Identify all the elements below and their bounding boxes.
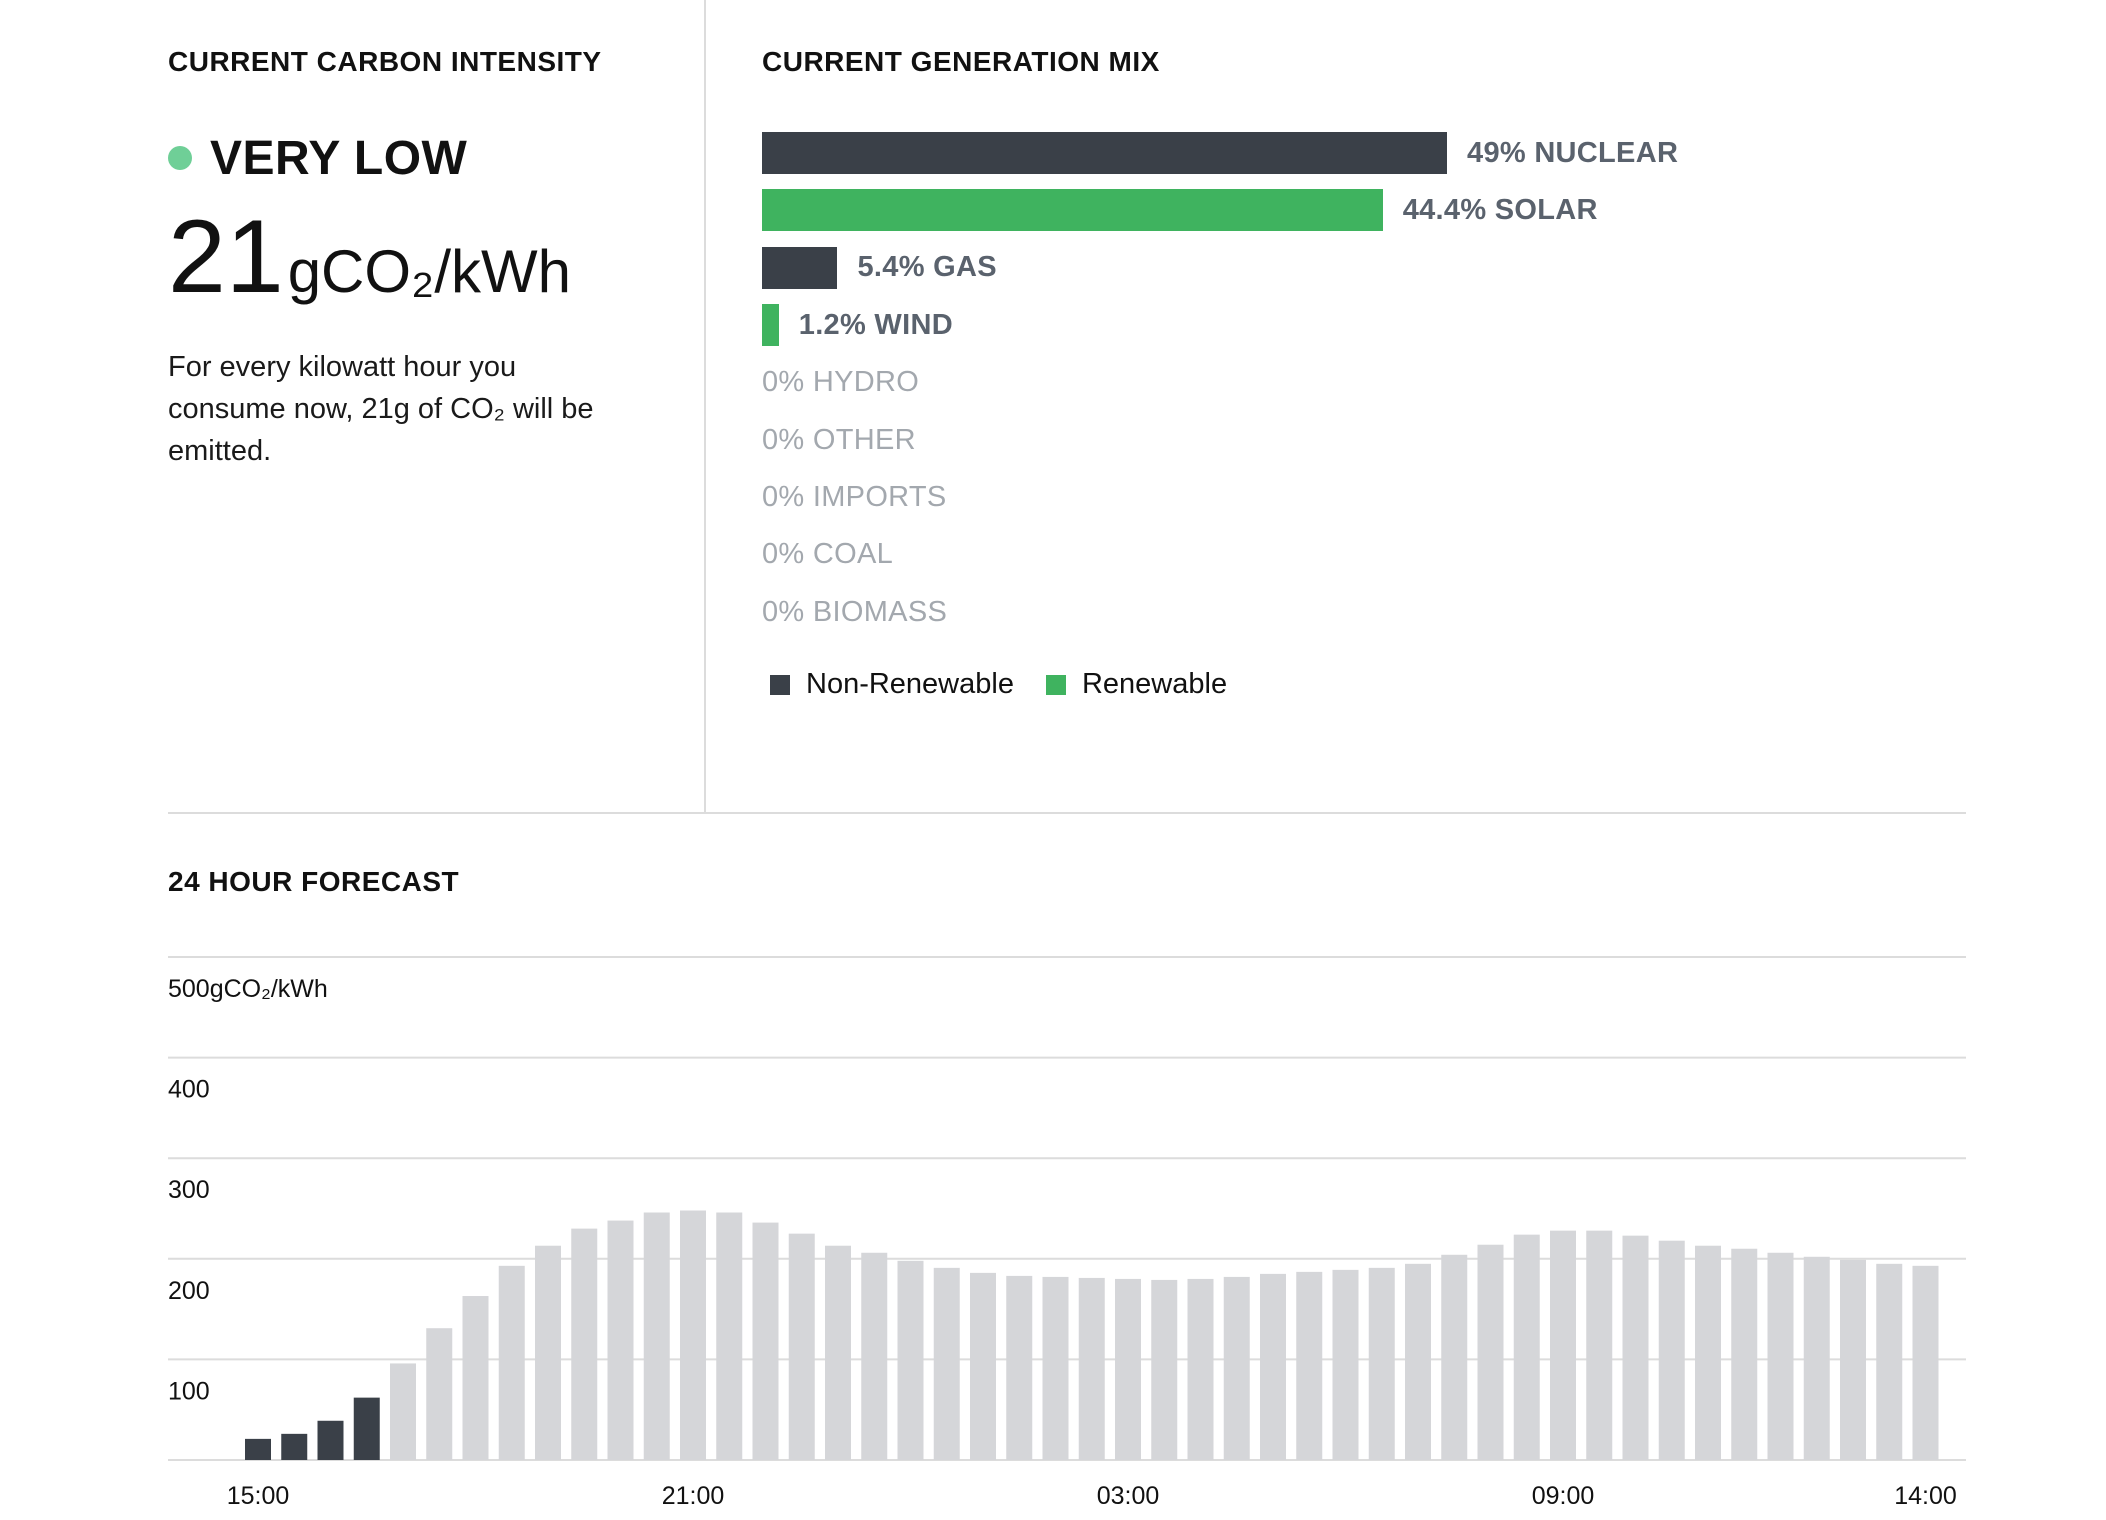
forecast-bar [970, 1272, 996, 1460]
mix-label: 0% IMPORTS [762, 480, 947, 513]
mix-label: 44.4% SOLAR [1402, 193, 1598, 226]
status-dot-icon [168, 146, 192, 170]
forecast-bar [1441, 1254, 1468, 1460]
forecast-bar [1803, 1256, 1830, 1460]
forecast-bar [1187, 1278, 1214, 1460]
generation-mix-legend: Non-Renewable Renewable [770, 668, 1259, 701]
mix-bar [762, 132, 1448, 174]
forecast-bar [1368, 1267, 1395, 1460]
forecast-bar [1695, 1245, 1721, 1460]
forecast-bar [1115, 1278, 1141, 1460]
intensity-value: 21 [168, 199, 284, 315]
forecast-bar [1840, 1259, 1866, 1460]
forecast-bar [1405, 1263, 1431, 1460]
mix-row: 1.2% WIND [762, 304, 953, 347]
forecast-bar [1513, 1234, 1540, 1460]
mix-label: 0% COAL [762, 538, 894, 571]
forecast-bar [426, 1328, 453, 1460]
forecast-bar [825, 1245, 851, 1460]
mix-bar [762, 304, 779, 347]
mix-label: 0% OTHER [762, 423, 916, 456]
y-tick-label: 400 [168, 1076, 210, 1104]
forecast-bar [1550, 1230, 1576, 1460]
legend-label-renewable: Renewable [1081, 668, 1228, 700]
legend-swatch-renewable [1045, 674, 1066, 695]
forecast-bar [1731, 1248, 1758, 1460]
intensity-status: VERY LOW [168, 128, 467, 188]
mix-row: 0% COAL [762, 534, 893, 576]
forecast-bar [897, 1260, 924, 1460]
forecast-bar [752, 1222, 779, 1460]
forecast-bar [861, 1252, 888, 1460]
forecast-bar [1586, 1230, 1613, 1460]
forecast-bar [788, 1233, 815, 1460]
forecast-bar [1912, 1265, 1939, 1460]
mix-row: 5.4% GAS [762, 246, 997, 289]
forecast-bar [1151, 1279, 1178, 1460]
forecast-bar [1260, 1273, 1286, 1460]
intensity-readout: 21 gCO₂/kWh [168, 205, 571, 309]
forecast-title: 24 HOUR FORECAST [168, 866, 460, 897]
forecast-bar [1767, 1252, 1794, 1460]
forecast-bar [607, 1220, 634, 1460]
mix-bar [762, 189, 1383, 232]
vertical-divider [704, 0, 706, 813]
mix-label: 0% BIOMASS [762, 595, 948, 628]
forecast-bar [1042, 1276, 1069, 1460]
x-tick-label: 09:00 [1532, 1482, 1595, 1510]
y-tick-label: 500gCO₂/kWh [168, 975, 328, 1003]
status-label: VERY LOW [210, 131, 468, 185]
forecast-bar [1006, 1275, 1033, 1460]
forecast-bar [245, 1438, 271, 1460]
mix-row: 44.4% SOLAR [762, 189, 1598, 232]
mix-label: 49% NUCLEAR [1467, 136, 1679, 169]
intensity-unit: gCO₂/kWh [287, 238, 572, 305]
mix-row: 49% NUCLEAR [762, 132, 1678, 174]
forecast-bar [716, 1212, 743, 1460]
x-tick-label: 03:00 [1097, 1482, 1160, 1510]
forecast-bar [462, 1296, 489, 1460]
forecast-bar [1332, 1269, 1359, 1460]
x-tick-label: 21:00 [662, 1482, 725, 1510]
x-tick-label: 14:00 [1894, 1482, 1957, 1510]
mix-label: 0% HYDRO [762, 366, 920, 399]
forecast-bar [353, 1397, 380, 1460]
forecast-bar [680, 1210, 706, 1460]
mix-label: 5.4% GAS [857, 251, 997, 284]
forecast-bar [933, 1267, 960, 1460]
y-tick-label: 200 [168, 1277, 210, 1305]
forecast-bar [1223, 1276, 1250, 1460]
forecast-bar [498, 1265, 525, 1460]
forecast-bar [281, 1433, 308, 1460]
forecast-bar [571, 1228, 598, 1460]
forecast-bar [1622, 1235, 1649, 1460]
horizontal-divider [168, 812, 1966, 814]
forecast-bar [390, 1363, 416, 1460]
mix-bar [762, 246, 838, 289]
forecast-bar [1078, 1277, 1105, 1460]
mix-row: 0% IMPORTS [762, 476, 947, 518]
generation-mix-title: CURRENT GENERATION MIX [762, 46, 1160, 77]
forecast-bar [535, 1245, 561, 1460]
forecast-bar [1296, 1271, 1323, 1460]
mix-row: 0% BIOMASS [762, 591, 947, 633]
legend-label-non-renewable: Non-Renewable [806, 668, 1014, 700]
intensity-description: For every kilowatt hour you consume now,… [168, 351, 594, 467]
mix-label: 1.2% WIND [798, 308, 953, 341]
legend-swatch-non-renewable [770, 674, 790, 695]
y-tick-label: 100 [168, 1377, 210, 1405]
forecast-bar [317, 1420, 344, 1460]
forecast-bar [643, 1212, 670, 1460]
forecast-bar [1477, 1244, 1504, 1460]
mix-row: 0% HYDRO [762, 362, 919, 404]
x-tick-label: 15:00 [227, 1482, 290, 1510]
forecast-bar [1876, 1263, 1903, 1460]
mix-row: 0% OTHER [762, 419, 916, 461]
y-tick-label: 300 [168, 1176, 210, 1204]
current-intensity-title: CURRENT CARBON INTENSITY [168, 46, 602, 77]
forecast-bar [1658, 1240, 1685, 1460]
